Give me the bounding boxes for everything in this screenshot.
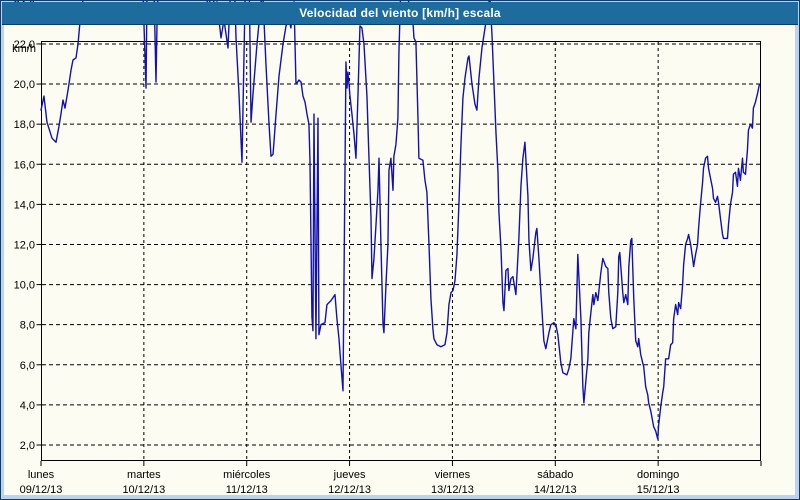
chart-panel [4,25,795,495]
y-tick-label: 18,0 [14,119,35,131]
day-name-label: jueves [333,469,366,481]
y-tick-label: 14,0 [14,199,35,211]
y-tick-label: 20,0 [14,79,35,91]
y-tick-label: 12,0 [14,239,35,251]
window-title: Velocidad del viento [km/h] escala [299,6,501,20]
y-tick-label: 8,0 [20,320,35,332]
y-tick-label: 6,0 [20,360,35,372]
day-name-label: sábado [537,469,573,481]
y-axis-unit-label: km/h [12,43,36,55]
day-date-label: 11/12/13 [226,484,268,496]
day-date-label: 10/12/13 [122,484,165,496]
day-name-label: domingo [637,469,679,481]
window-titlebar: Velocidad del viento [km/h] escala [2,2,798,25]
day-name-label: miércoles [223,469,271,481]
day-date-label: 15/12/13 [637,484,680,496]
day-date-label: 12/12/13 [328,484,371,496]
y-tick-label: 22,0 [14,39,35,51]
plot-border [41,41,761,461]
y-tick-label: 2,0 [20,440,35,452]
day-date-label: 14/12/13 [534,484,577,496]
wind-speed-line [40,1,761,440]
day-name-label: viernes [435,469,471,481]
day-date-label: 13/12/13 [431,484,474,496]
day-name-label: lunes [28,469,55,481]
y-tick-label: 10,0 [14,280,35,292]
y-tick-label: 4,0 [20,400,35,412]
day-name-label: martes [127,469,161,481]
day-date-label: 09/12/13 [20,484,63,496]
y-tick-label: 16,0 [14,159,35,171]
